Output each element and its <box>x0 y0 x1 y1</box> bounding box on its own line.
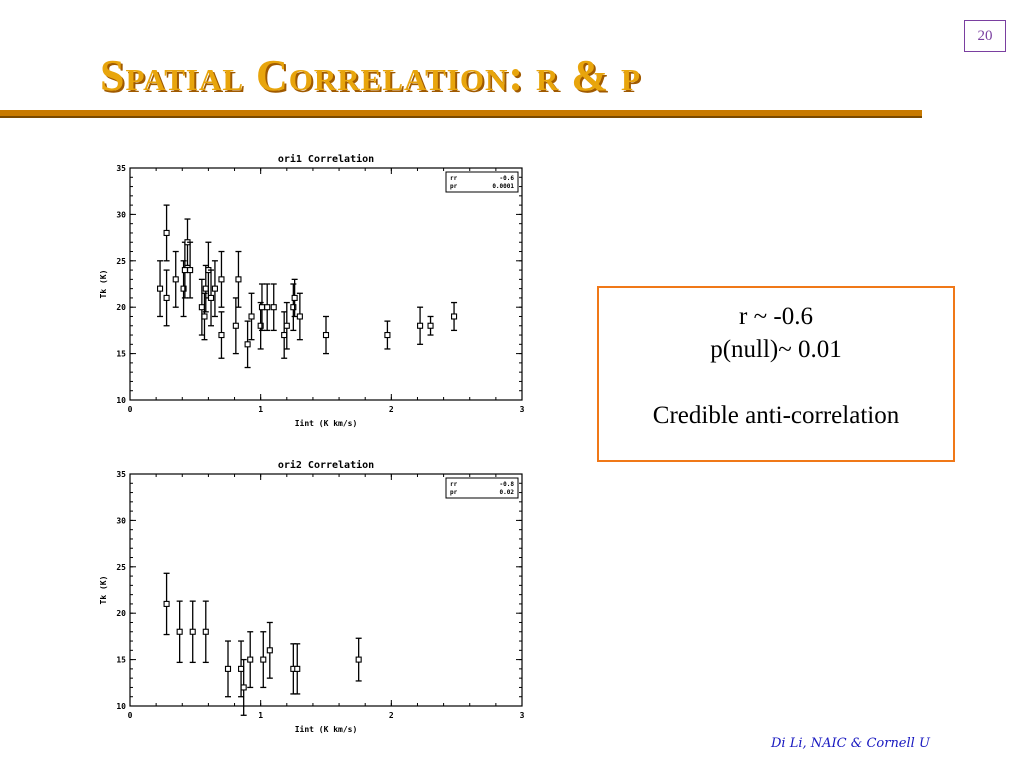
data-point <box>163 294 170 301</box>
y-tick-label: 25 <box>116 563 126 572</box>
x-tick-label: 3 <box>520 405 525 414</box>
x-tick-label: 0 <box>128 711 133 720</box>
page-number: 20 <box>964 20 1006 52</box>
data-point <box>181 267 188 274</box>
x-tick-label: 1 <box>258 711 263 720</box>
spacer <box>599 366 953 399</box>
legend: rr -0.8 pr 0.02 <box>445 477 519 499</box>
data-point <box>240 684 247 691</box>
data-point <box>291 294 298 301</box>
data-point <box>417 322 424 329</box>
y-tick-label: 30 <box>116 210 126 219</box>
data-point <box>198 304 205 311</box>
data-point <box>322 331 330 339</box>
conclusion-text: Credible anti-correlation <box>652 402 900 429</box>
legend-key: pr <box>450 489 458 496</box>
data-point <box>202 285 209 292</box>
r-value-text: r ~ -0.6 <box>739 303 813 330</box>
legend-key: pr <box>450 183 458 190</box>
data-point <box>232 322 239 329</box>
slide-title: Spatial Correlation: r & p <box>100 51 641 100</box>
y-tick-label: 25 <box>116 257 126 266</box>
legend: rr -0.6 pr 0.0001 <box>445 171 519 193</box>
data-point <box>451 313 458 320</box>
data-point <box>201 313 208 320</box>
data-point <box>355 656 362 663</box>
data-point <box>180 285 187 292</box>
y-axis-label: Tk (K) <box>99 576 108 605</box>
data-point <box>264 304 271 311</box>
data-point <box>218 276 225 283</box>
data-point <box>207 294 215 301</box>
y-tick-label: 35 <box>116 470 126 479</box>
footer-credit: Di Li, NAIC & Cornell U <box>771 736 930 751</box>
data-point <box>244 341 251 348</box>
y-tick-label: 15 <box>116 656 126 665</box>
x-tick-label: 0 <box>128 405 133 414</box>
correlation-summary-box: r ~ -0.6 p(null)~ 0.01 Credible anti-cor… <box>597 286 955 462</box>
y-tick-label: 10 <box>116 396 126 405</box>
data-point <box>176 628 183 635</box>
x-tick-label: 2 <box>389 405 394 414</box>
data-point <box>187 267 194 274</box>
y-tick-label: 20 <box>116 609 126 618</box>
data-point <box>258 304 266 311</box>
plot-title: ori1 Correlation <box>278 153 374 165</box>
legend-box <box>445 477 519 499</box>
data-point <box>290 304 297 311</box>
data-point <box>202 628 209 635</box>
data-point <box>248 313 255 320</box>
legend-key: rr <box>450 481 458 488</box>
data-point <box>266 647 273 654</box>
p-null-text: p(null)~ 0.01 <box>710 336 842 363</box>
data-point <box>218 331 225 339</box>
legend-value: 0.0001 <box>492 183 514 190</box>
data-point <box>247 656 254 663</box>
legend-value: -0.8 <box>500 481 515 488</box>
data-point <box>281 331 288 339</box>
data-point <box>238 665 245 672</box>
x-axis-label: Iint (K km/s) <box>295 418 358 428</box>
data-point <box>270 304 277 311</box>
data-point <box>257 322 264 329</box>
legend-value: -0.6 <box>500 175 515 182</box>
data-point <box>296 313 303 320</box>
y-tick-label: 20 <box>116 303 126 312</box>
data-point <box>427 322 434 329</box>
data-point <box>163 600 170 607</box>
x-tick-label: 3 <box>520 711 525 720</box>
legend-box <box>445 171 519 193</box>
data-point <box>163 229 170 237</box>
ori2-correlation-plot: ori2 Correlation 0 1 2 3 10 15 20 25 30 35 Iint (K … <box>96 456 536 736</box>
title-underline <box>0 110 922 118</box>
x-axis-label: Iint (K km/s) <box>295 724 358 734</box>
data-point <box>283 322 290 329</box>
y-tick-label: 30 <box>116 516 126 525</box>
data-point <box>224 665 232 672</box>
data-point <box>384 331 391 339</box>
data-point <box>235 276 242 283</box>
y-tick-label: 10 <box>116 702 126 711</box>
data-point <box>172 276 179 283</box>
y-tick-label: 15 <box>116 350 126 359</box>
y-tick-label: 35 <box>116 164 126 173</box>
x-tick-label: 1 <box>258 405 263 414</box>
data-point <box>157 285 164 292</box>
plot-frame <box>129 167 523 401</box>
x-tick-label: 2 <box>389 711 394 720</box>
plot-frame <box>129 473 523 707</box>
legend-value: 0.02 <box>500 489 515 496</box>
data-point <box>211 285 218 292</box>
plot-title: ori2 Correlation <box>278 459 374 471</box>
data-point <box>294 665 301 672</box>
data-point <box>260 656 267 663</box>
ori1-correlation-plot: ori1 Correlation 0 1 2 3 10 15 20 25 30 35 Iint (K … <box>96 150 536 430</box>
y-axis-label: Tk (K) <box>99 270 108 299</box>
legend-key: rr <box>450 175 458 182</box>
data-point <box>189 628 196 635</box>
